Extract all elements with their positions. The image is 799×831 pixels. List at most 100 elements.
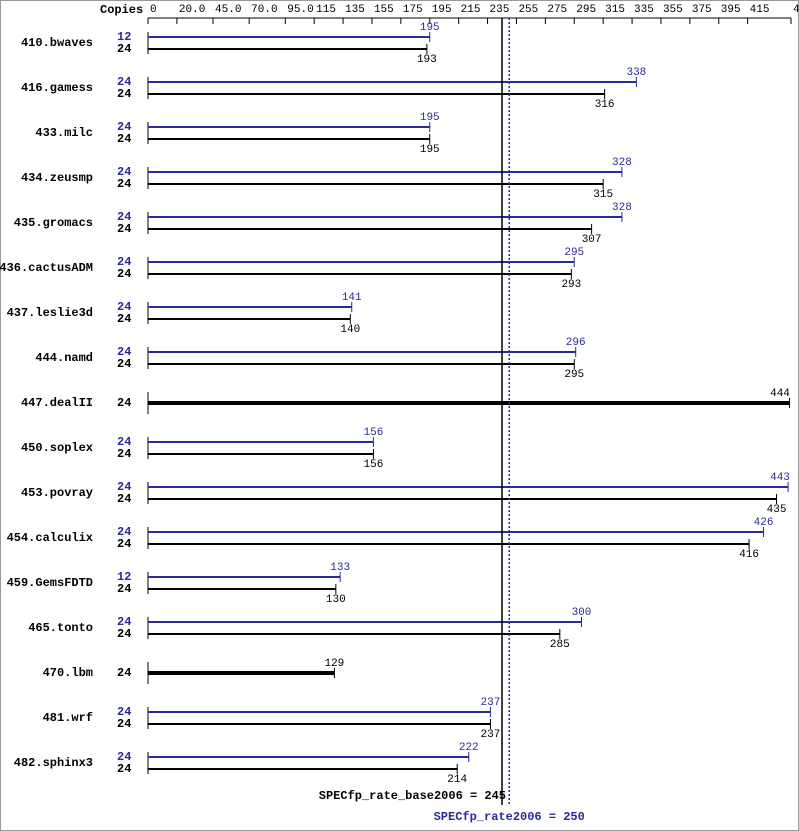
copies-label: 24	[117, 615, 131, 629]
peak-value-label: 195	[420, 22, 440, 34]
peak-value-label: 295	[564, 247, 584, 259]
copies-label: 24	[117, 177, 131, 191]
copies-label: 12	[117, 30, 131, 44]
benchmark-label: 436.cactusADM	[0, 261, 93, 275]
copies-label: 24	[117, 705, 131, 719]
peak-value-label: 222	[459, 742, 479, 754]
benchmark-label: 453.povray	[21, 486, 93, 500]
benchmark-label: 434.zeusmp	[21, 171, 93, 185]
copies-label: 24	[117, 345, 131, 359]
x-tick-label: 335	[634, 4, 654, 16]
x-tick-label: 45.0	[215, 4, 241, 16]
copies-label: 24	[117, 132, 131, 146]
peak-value-label: 328	[612, 202, 632, 214]
base-value-label: 435	[767, 504, 787, 516]
x-tick-label: 95.0	[287, 4, 313, 16]
benchmark-label: 470.lbm	[43, 666, 93, 680]
x-tick-label: 115	[316, 4, 336, 16]
base-value-label: 307	[582, 234, 602, 246]
benchmark-label: 444.namd	[35, 351, 93, 365]
copies-label: 24	[117, 447, 131, 461]
copies-label: 12	[117, 570, 131, 584]
base-value-label: 129	[324, 658, 344, 670]
x-tick-label: 255	[518, 4, 538, 16]
copies-label: 24	[117, 300, 131, 314]
benchmark-label: 435.gromacs	[14, 216, 93, 230]
base-value-label: 214	[447, 774, 467, 786]
benchmark-label: 447.dealII	[21, 396, 93, 410]
copies-label: 24	[117, 165, 131, 179]
x-tick-label: 445	[793, 4, 799, 16]
base-value-label: 315	[593, 189, 613, 201]
benchmark-label: 437.leslie3d	[7, 306, 93, 320]
peak-value-label: 328	[612, 157, 632, 169]
benchmark-label: 450.soplex	[21, 441, 93, 455]
benchmark-label: 433.milc	[35, 126, 93, 140]
x-tick-label: 195	[432, 4, 452, 16]
base-value-label: 295	[564, 369, 584, 381]
base-value-label: 140	[340, 324, 360, 336]
copies-label: 24	[117, 627, 131, 641]
benchmark-label: 459.GemsFDTD	[7, 576, 93, 590]
x-tick-label: 135	[345, 4, 365, 16]
benchmark-label: 416.gamess	[21, 81, 93, 95]
peak-value-label: 426	[754, 517, 774, 529]
copies-label: 24	[117, 222, 131, 236]
copies-label: 24	[117, 492, 131, 506]
peak-value-label: 156	[364, 427, 384, 439]
copies-label: 24	[117, 666, 131, 680]
x-tick-label: 315	[605, 4, 625, 16]
copies-label: 24	[117, 717, 131, 731]
x-tick-label: 175	[403, 4, 423, 16]
copies-label: 24	[117, 750, 131, 764]
base-value-label: 193	[417, 54, 437, 66]
x-tick-label: 355	[663, 4, 683, 16]
copies-label: 24	[117, 480, 131, 494]
peak-ref-label: SPECfp_rate2006 = 250	[434, 810, 585, 824]
x-tick-label: 275	[547, 4, 567, 16]
x-tick-label: 20.0	[179, 4, 205, 16]
base-value-label: 444	[770, 388, 790, 400]
base-value-label: 285	[550, 639, 570, 651]
copies-label: 24	[117, 396, 131, 410]
benchmark-label: 465.tonto	[28, 621, 93, 635]
copies-label: 24	[117, 357, 131, 371]
x-tick-label: 415	[750, 4, 770, 16]
x-tick-label: 295	[576, 4, 596, 16]
x-tick-label: 155	[374, 4, 394, 16]
copies-label: 24	[117, 75, 131, 89]
copies-label: 24	[117, 435, 131, 449]
x-tick-label: 395	[721, 4, 741, 16]
peak-value-label: 296	[566, 337, 586, 349]
base-value-label: 195	[420, 144, 440, 156]
copies-label: 24	[117, 120, 131, 134]
base-value-label: 416	[739, 549, 759, 561]
copies-label: 24	[117, 87, 131, 101]
copies-label: 24	[117, 267, 131, 281]
x-tick-label: 375	[692, 4, 712, 16]
copies-label: 24	[117, 210, 131, 224]
peak-value-label: 133	[330, 562, 350, 574]
peak-value-label: 338	[626, 67, 646, 79]
base-value-label: 237	[481, 729, 501, 741]
copies-label: 24	[117, 762, 131, 776]
copies-header: Copies	[100, 3, 143, 17]
peak-value-label: 237	[481, 697, 501, 709]
x-tick-label: 0	[150, 4, 157, 16]
benchmark-label: 410.bwaves	[21, 36, 93, 50]
x-tick-label: 215	[461, 4, 481, 16]
base-value-label: 156	[364, 459, 384, 471]
peak-value-label: 141	[342, 292, 362, 304]
benchmark-label: 482.sphinx3	[14, 756, 93, 770]
peak-value-label: 443	[770, 472, 790, 484]
peak-value-label: 195	[420, 112, 440, 124]
copies-label: 24	[117, 42, 131, 56]
peak-value-label: 300	[572, 607, 592, 619]
x-tick-label: 70.0	[251, 4, 277, 16]
copies-label: 24	[117, 312, 131, 326]
base-ref-label: SPECfp_rate_base2006 = 245	[319, 789, 506, 803]
base-value-label: 130	[326, 594, 346, 606]
copies-label: 24	[117, 255, 131, 269]
copies-label: 24	[117, 582, 131, 596]
